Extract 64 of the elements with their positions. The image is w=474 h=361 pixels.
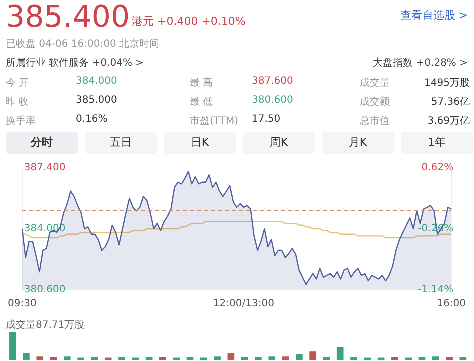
y2-tick-label: 0.62% xyxy=(422,162,454,174)
text: 0.16% xyxy=(76,114,108,125)
bar xyxy=(118,357,126,360)
bar xyxy=(296,354,303,360)
bar xyxy=(146,357,153,360)
bar xyxy=(160,357,166,360)
x-tick-label: 09:30 xyxy=(8,298,37,310)
bar xyxy=(255,357,262,360)
bar xyxy=(392,357,398,360)
text: 大盘指数 +0.28% > xyxy=(373,56,468,70)
bar xyxy=(310,352,316,360)
bar xyxy=(418,357,426,360)
text: 385.000 xyxy=(76,95,118,106)
bar xyxy=(214,356,221,360)
y-tick-label: 380.600 xyxy=(24,284,66,296)
bar xyxy=(23,353,30,360)
text: 最 高 xyxy=(190,76,214,90)
text: 57.36亿 xyxy=(431,96,470,109)
chart-title: 成交量87.71万股 xyxy=(5,318,86,332)
text: 分时 xyxy=(6,132,78,154)
text: 最 低 xyxy=(190,96,214,109)
text: 总市值 xyxy=(360,114,390,128)
text: 3.69万亿 xyxy=(428,115,470,128)
text: 1495万股 xyxy=(424,77,470,90)
text: 已收盘 04-06 16:00:00 北京时间 xyxy=(6,38,160,51)
text: 成交额 xyxy=(360,96,390,109)
x-tick-label: 12:00/13:00 xyxy=(213,298,274,310)
bar xyxy=(460,357,467,360)
bar xyxy=(36,356,44,360)
bar xyxy=(50,357,58,360)
bar xyxy=(336,347,344,360)
text: 所属行业 软件服务 +0.04% > xyxy=(6,56,144,70)
text: 387.600 xyxy=(252,76,294,87)
text: 港元 +0.400 +0.10% xyxy=(132,14,246,29)
text: 换手率 xyxy=(6,114,36,128)
text: 周K xyxy=(243,132,315,154)
text: 日K xyxy=(164,132,236,154)
bar xyxy=(228,353,235,360)
bar xyxy=(91,357,98,360)
text: 成交量 xyxy=(360,76,390,90)
bar xyxy=(446,357,453,360)
bar xyxy=(64,356,71,360)
text: 1年 xyxy=(401,132,473,154)
text: 市盈(TTM) xyxy=(190,114,238,128)
text: 384.000 xyxy=(76,76,118,87)
bar xyxy=(9,332,16,360)
bar xyxy=(323,357,330,360)
text: 今 开 xyxy=(6,77,30,90)
text: 380.600 xyxy=(252,95,294,106)
text: 查看自选股 > xyxy=(400,8,468,23)
bar xyxy=(282,356,290,360)
bar xyxy=(268,356,276,360)
x-tick-label: 16:00 xyxy=(437,298,466,310)
bar xyxy=(350,357,358,360)
y-tick-label: 387.400 xyxy=(24,162,66,174)
bar xyxy=(432,356,440,360)
text: 17.50 xyxy=(252,114,281,125)
text: 月K xyxy=(322,132,394,154)
text: 五日 xyxy=(85,132,157,154)
bar xyxy=(241,357,248,360)
text: 昨 收 xyxy=(6,96,30,109)
y2-tick-label: -1.14% xyxy=(418,284,454,296)
text: 385.400 xyxy=(6,0,130,36)
bar xyxy=(186,357,194,360)
